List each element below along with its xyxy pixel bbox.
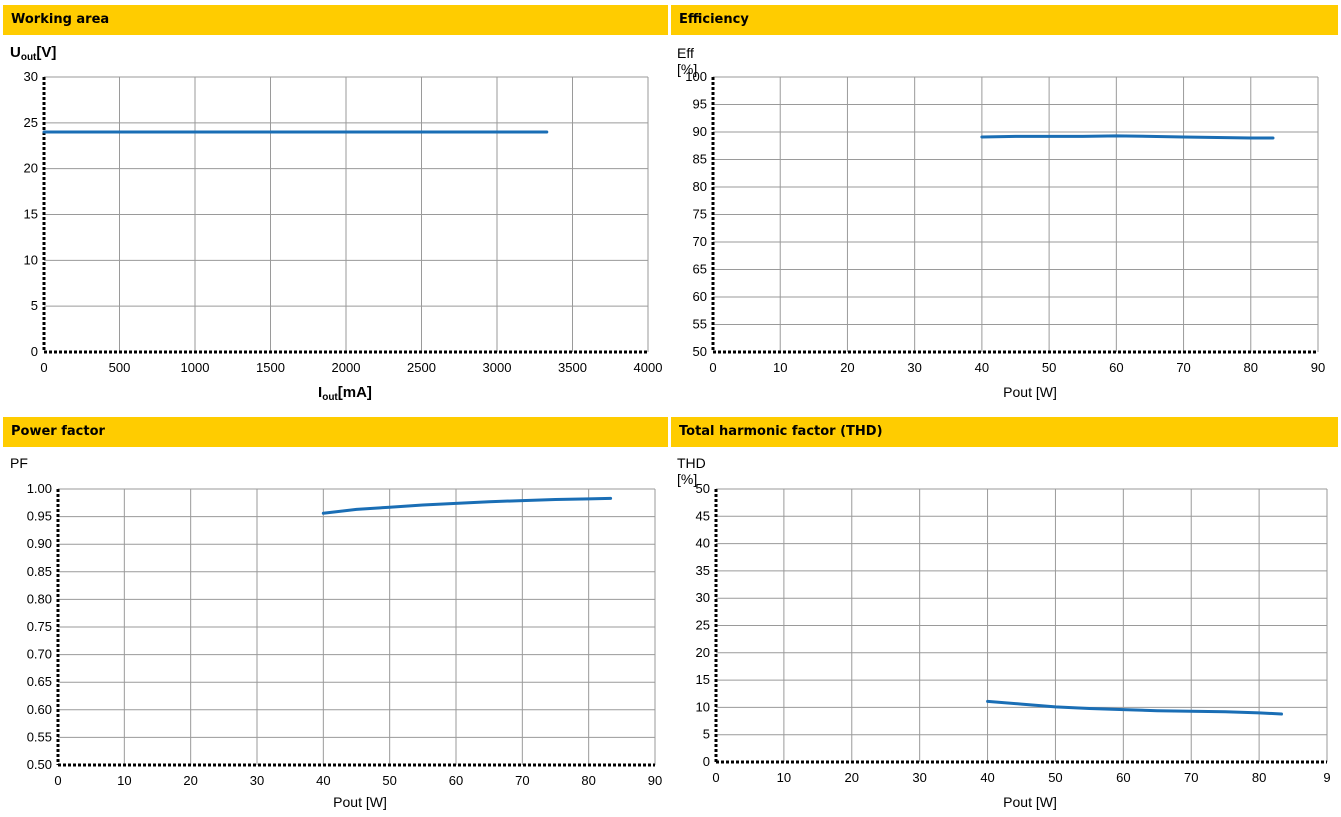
- thd-xtick-label: 0: [712, 770, 719, 785]
- thd-header: Total harmonic factor (THD): [671, 417, 1338, 447]
- thd-ytick-label: 25: [696, 618, 710, 633]
- power-factor-ytick-label: 0.80: [27, 591, 52, 606]
- power-factor-ytick-label: 0.60: [27, 702, 52, 717]
- power-factor-ytick-label: 1.00: [27, 481, 52, 496]
- thd-xtick-label: 80: [1252, 770, 1266, 785]
- thd-ytick-label: 30: [696, 590, 710, 605]
- working-area-ytick-label: 25: [24, 115, 38, 130]
- working-area-xtick-label: 3000: [483, 360, 512, 375]
- efficiency-ytick-label: 60: [693, 289, 707, 304]
- thd-xtick-label: 40: [980, 770, 994, 785]
- thd-series-line: [986, 699, 1283, 716]
- efficiency-ytick-label: 55: [693, 317, 707, 332]
- power-factor-xtick-label: 80: [581, 773, 595, 788]
- power-factor-xtick-label: 60: [449, 773, 463, 788]
- thd-ylabel: THD [%]: [677, 455, 706, 487]
- thd-ytick-label: 0: [703, 754, 710, 769]
- efficiency-ytick-label: 50: [693, 344, 707, 359]
- thd-xtick-label: 30: [912, 770, 926, 785]
- power-factor-xtick-label: 50: [382, 773, 396, 788]
- power-factor-ytick-label: 0.55: [27, 729, 52, 744]
- efficiency-header: Efficiency: [671, 5, 1338, 35]
- thd-xlabel: Pout [W]: [1003, 794, 1057, 810]
- working-area-xtick-label: 4000: [634, 360, 663, 375]
- power-factor-ytick-label: 0.50: [27, 757, 52, 772]
- efficiency-xtick-label: 40: [975, 360, 989, 375]
- working-area-xtick-label: 1000: [181, 360, 210, 375]
- power-factor-ytick-label: 0.85: [27, 564, 52, 579]
- efficiency-ytick-label: 95: [693, 97, 707, 112]
- power-factor-series-line: [321, 496, 613, 515]
- working-area-ytick-label: 5: [31, 298, 38, 313]
- efficiency-xtick-label: 20: [840, 360, 854, 375]
- efficiency-ylabel: Eff [%]: [677, 45, 698, 77]
- power-factor-ytick-label: 0.70: [27, 647, 52, 662]
- power-factor-xtick-label: 20: [183, 773, 197, 788]
- efficiency-ytick-label: 90: [693, 124, 707, 139]
- power-factor-xtick-label: 70: [515, 773, 529, 788]
- efficiency-series-line: [980, 134, 1275, 140]
- efficiency-xlabel: Pout [W]: [1003, 384, 1057, 400]
- power-factor-xtick-label: 90: [648, 773, 662, 788]
- power-factor-ytick-label: 0.75: [27, 619, 52, 634]
- power-factor-xtick-label: 40: [316, 773, 330, 788]
- thd-ytick-label: 45: [696, 508, 710, 523]
- thd-xtick-label: 50: [1048, 770, 1062, 785]
- power-factor-ytick-label: 0.90: [27, 536, 52, 551]
- thd-ytick-label: 50: [696, 481, 710, 496]
- thd-xtick-label: 9: [1323, 770, 1330, 785]
- working-area-xtick-label: 2500: [407, 360, 436, 375]
- working-area-xtick-label: 3500: [558, 360, 587, 375]
- efficiency-ytick-label: 100: [685, 69, 707, 84]
- efficiency-xtick-label: 0: [709, 360, 716, 375]
- efficiency-xtick-label: 90: [1311, 360, 1325, 375]
- thd-xtick-label: 10: [777, 770, 791, 785]
- thd-ytick-label: 5: [703, 727, 710, 742]
- thd-ytick-label: 15: [696, 672, 710, 687]
- working-area-xtick-label: 1500: [256, 360, 285, 375]
- thd-xtick-label: 60: [1116, 770, 1130, 785]
- efficiency-xtick-label: 50: [1042, 360, 1056, 375]
- thd-xtick-label: 20: [845, 770, 859, 785]
- working-area-xtick-label: 0: [40, 360, 47, 375]
- working-area-ytick-label: 30: [24, 69, 38, 84]
- thd-ytick-label: 40: [696, 536, 710, 551]
- power-factor-xtick-label: 10: [117, 773, 131, 788]
- thd-ytick-label: 10: [696, 699, 710, 714]
- power-factor-header: Power factor: [3, 417, 668, 447]
- efficiency-xtick-label: 30: [907, 360, 921, 375]
- working-area-ytick-label: 10: [24, 252, 38, 267]
- working-area-ylabel: Uout[V]: [10, 44, 57, 63]
- working-area-ytick-label: 15: [24, 207, 38, 222]
- thd-ytick-label: 35: [696, 563, 710, 578]
- efficiency-ytick-label: 80: [693, 179, 707, 194]
- working-area-xlabel: Iout[mA]: [318, 384, 372, 403]
- thd-ytick-label: 20: [696, 645, 710, 660]
- efficiency-ytick-label: 70: [693, 234, 707, 249]
- efficiency-xtick-label: 70: [1176, 360, 1190, 375]
- power-factor-xtick-label: 0: [54, 773, 61, 788]
- working-area-ytick-label: 20: [24, 161, 38, 176]
- power-factor-ytick-label: 0.65: [27, 674, 52, 689]
- working-area-header: Working area: [3, 5, 668, 35]
- efficiency-xtick-label: 60: [1109, 360, 1123, 375]
- efficiency-ytick-label: 65: [693, 262, 707, 277]
- thd-xtick-label: 70: [1184, 770, 1198, 785]
- power-factor-xtick-label: 30: [250, 773, 264, 788]
- efficiency-xtick-label: 10: [773, 360, 787, 375]
- working-area-xtick-label: 500: [109, 360, 131, 375]
- efficiency-xtick-label: 80: [1244, 360, 1258, 375]
- working-area-xtick-label: 2000: [332, 360, 361, 375]
- efficiency-ytick-label: 75: [693, 207, 707, 222]
- power-factor-ylabel: PF: [10, 455, 28, 471]
- working-area-ytick-label: 0: [31, 344, 38, 359]
- efficiency-ytick-label: 85: [693, 152, 707, 167]
- power-factor-xlabel: Pout [W]: [333, 794, 387, 810]
- power-factor-ytick-label: 0.95: [27, 509, 52, 524]
